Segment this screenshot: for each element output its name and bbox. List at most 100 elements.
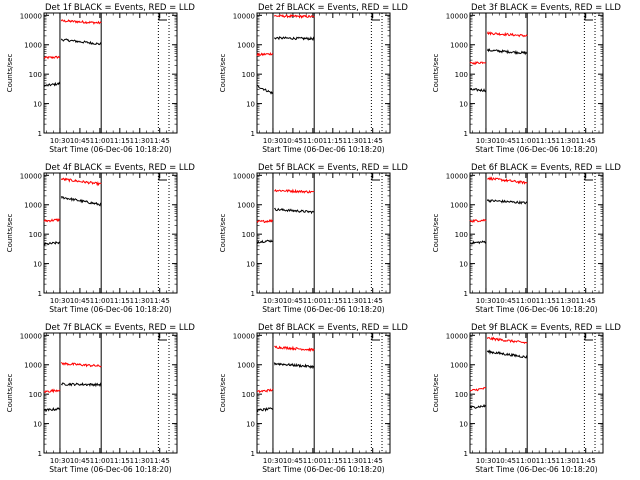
y-tick-label: 10	[33, 421, 42, 429]
x-tick-label: 10:45	[283, 457, 303, 465]
series-line	[486, 31, 528, 38]
x-tick-label: 11:45	[576, 297, 596, 305]
series-line	[274, 188, 315, 194]
series-line	[486, 198, 528, 205]
chart-title: Det 1f BLACK = Events, RED = LLD	[45, 3, 195, 13]
legend-box	[584, 13, 593, 21]
y-axis-label: Counts/sec	[219, 54, 227, 93]
x-tick-label: 11:15	[323, 457, 343, 465]
x-tick-label: 10:30	[476, 457, 496, 465]
x-axis-label: Start Time (06-Dec-06 10:18:20)	[49, 465, 171, 474]
chart-title: Det 7f BLACK = Events, RED = LLD	[45, 323, 195, 333]
detector-panel-2: Det 2f BLACK = Events, RED = LLD Counts/s…	[219, 3, 408, 154]
y-tick-label: 10000	[20, 12, 42, 20]
y-tick-label: 100	[29, 71, 42, 79]
series-line	[273, 362, 315, 370]
x-tick-label: 11:30	[130, 297, 150, 305]
y-axis-label: Counts/sec	[219, 374, 227, 413]
x-tick-label: 11:15	[536, 137, 556, 145]
detector-panel-9: Det 9f BLACK = Events, RED = LLD Counts/s…	[432, 323, 621, 474]
series-line	[43, 388, 61, 394]
x-tick-label: 10:45	[70, 297, 90, 305]
y-tick-label: 1000	[24, 362, 42, 370]
x-tick-label: 11:45	[150, 297, 170, 305]
x-tick-label: 11:15	[110, 137, 130, 145]
y-tick-label: 10000	[20, 172, 42, 180]
series-line	[469, 218, 487, 223]
y-tick-label: 1	[464, 290, 468, 298]
y-tick-label: 10	[33, 261, 42, 269]
x-tick-label: 10:30	[263, 457, 283, 465]
x-tick-label: 11:00	[303, 137, 323, 145]
series-line	[256, 218, 274, 224]
chart-title: Det 4f BLACK = Events, RED = LLD	[45, 163, 195, 173]
y-tick-label: 100	[29, 231, 42, 239]
x-axis-label: Start Time (06-Dec-06 10:18:20)	[49, 305, 171, 314]
y-tick-label: 1	[464, 450, 468, 458]
series-line	[43, 240, 61, 246]
y-axis-label: Counts/sec	[219, 214, 227, 253]
x-tick-label: 11:15	[110, 457, 130, 465]
legend-box	[371, 13, 380, 21]
x-tick-label: 11:15	[536, 457, 556, 465]
y-tick-label: 10	[459, 101, 468, 109]
x-tick-label: 11:15	[323, 137, 343, 145]
plot-frame	[43, 12, 178, 134]
y-tick-label: 1000	[237, 362, 255, 370]
x-tick-label: 11:15	[536, 297, 556, 305]
x-axis-label: Start Time (06-Dec-06 10:18:20)	[262, 465, 384, 474]
series-line	[43, 55, 61, 60]
series-line	[469, 60, 487, 65]
series-line	[43, 406, 61, 413]
x-axis-label: Start Time (06-Dec-06 10:18:20)	[475, 465, 597, 474]
x-tick-label: 11:00	[303, 457, 323, 465]
series-line	[60, 177, 102, 187]
y-tick-label: 10000	[233, 12, 255, 20]
y-axis-label: Counts/sec	[432, 54, 440, 93]
x-tick-label: 11:30	[343, 297, 363, 305]
x-axis-label: Start Time (06-Dec-06 10:18:20)	[49, 145, 171, 154]
series-line	[60, 382, 102, 388]
y-tick-label: 10	[246, 421, 255, 429]
x-tick-label: 10:30	[50, 297, 70, 305]
y-tick-label: 1000	[450, 362, 468, 370]
series-line	[60, 362, 102, 368]
x-tick-label: 11:45	[150, 137, 170, 145]
y-tick-label: 100	[242, 391, 255, 399]
x-tick-label: 10:45	[283, 137, 303, 145]
y-tick-label: 10000	[233, 172, 255, 180]
y-tick-label: 1000	[237, 202, 255, 210]
detector-panel-7: Det 7f BLACK = Events, RED = LLD Counts/s…	[6, 323, 195, 474]
x-axis-label: Start Time (06-Dec-06 10:18:20)	[262, 305, 384, 314]
x-tick-label: 11:45	[576, 457, 596, 465]
y-tick-label: 10000	[446, 332, 468, 340]
y-tick-label: 1000	[450, 202, 468, 210]
y-tick-label: 1	[38, 130, 42, 138]
legend-box	[371, 333, 380, 341]
series-line	[256, 51, 273, 57]
y-tick-label: 100	[242, 231, 255, 239]
y-tick-label: 1	[38, 290, 42, 298]
y-tick-label: 1000	[237, 42, 255, 50]
series-line	[486, 48, 528, 56]
series-line	[43, 217, 61, 223]
series-line	[469, 87, 487, 93]
legend-box	[584, 173, 593, 181]
x-tick-label: 11:15	[110, 297, 130, 305]
x-tick-label: 10:30	[263, 137, 283, 145]
y-tick-label: 1	[251, 130, 255, 138]
y-axis-label: Counts/sec	[6, 374, 14, 413]
y-tick-label: 10000	[233, 332, 255, 340]
series-line	[60, 196, 102, 207]
y-axis-label: Counts/sec	[6, 54, 14, 93]
x-axis-label: Start Time (06-Dec-06 10:18:20)	[475, 305, 597, 314]
x-tick-label: 11:00	[90, 137, 110, 145]
x-tick-label: 11:30	[343, 457, 363, 465]
plot-frame	[256, 12, 391, 134]
detector-panel-5: Det 5f BLACK = Events, RED = LLD Counts/s…	[219, 163, 408, 314]
y-tick-label: 10000	[446, 172, 468, 180]
x-tick-label: 11:30	[343, 137, 363, 145]
y-tick-label: 10	[459, 421, 468, 429]
series-line	[273, 13, 315, 19]
x-tick-label: 11:00	[516, 297, 536, 305]
